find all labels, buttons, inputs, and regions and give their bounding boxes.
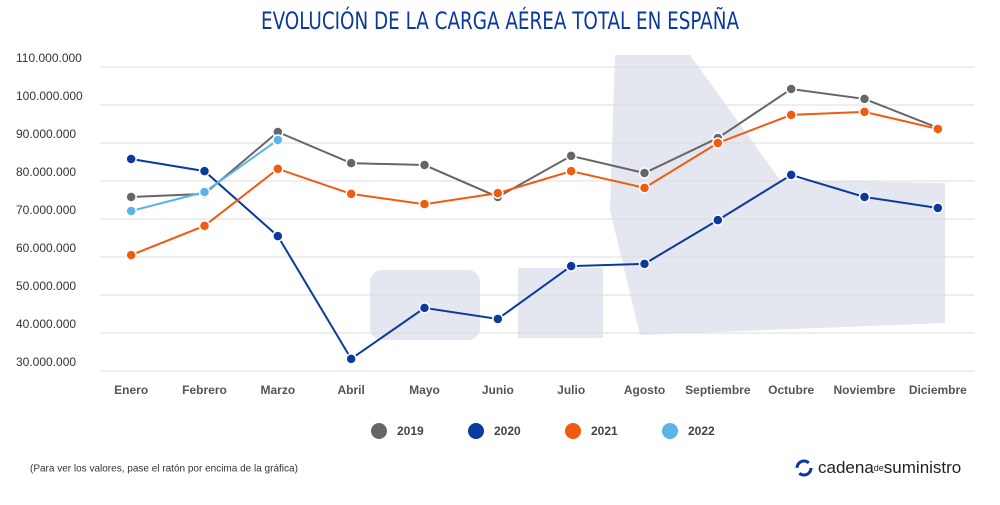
data-point <box>565 165 577 177</box>
legend-marker <box>468 423 484 439</box>
data-point <box>125 205 137 217</box>
y-tick-label: 30.000.000 <box>16 355 76 369</box>
x-tick-label: Marzo <box>260 383 295 397</box>
series-line <box>130 110 939 257</box>
y-tick-label: 80.000.000 <box>16 165 76 179</box>
legend-marker <box>565 423 581 439</box>
x-tick-label: Diciembre <box>909 383 967 397</box>
legend-marker <box>371 423 387 439</box>
logo-part: suministro <box>884 458 961 477</box>
data-point <box>858 191 871 203</box>
legend-marker <box>662 423 678 439</box>
data-point <box>932 202 944 214</box>
data-point <box>565 150 577 162</box>
legend-label: 2021 <box>591 424 618 438</box>
data-point <box>638 182 651 194</box>
y-tick-label: 90.000.000 <box>16 127 76 141</box>
x-tick-label: Octubre <box>768 383 814 397</box>
data-point <box>272 230 284 242</box>
data-point <box>125 191 137 203</box>
logo-part: de <box>874 463 884 473</box>
chart-title: EVOLUCIÓN DE LA CARGA AÉREA TOTAL EN ESP… <box>261 5 739 35</box>
logo-part: cadena <box>818 458 874 477</box>
data-point <box>198 165 211 177</box>
x-tick-label: Junio <box>482 383 514 397</box>
x-tick-label: Mayo <box>409 383 440 397</box>
data-point <box>345 188 357 200</box>
x-tick-label: Noviembre <box>833 383 895 397</box>
data-point <box>345 353 357 365</box>
data-point <box>492 313 504 325</box>
data-point <box>785 109 797 121</box>
plane-tail <box>610 55 945 335</box>
series-line <box>131 87 939 199</box>
logo-icon <box>795 459 813 477</box>
data-point <box>198 220 211 232</box>
data-point <box>125 153 137 165</box>
data-point <box>712 214 724 226</box>
data-point <box>272 134 284 146</box>
y-tick-label: 100.000.000 <box>16 89 83 103</box>
y-tick-label: 40.000.000 <box>16 317 76 331</box>
data-point <box>712 137 724 149</box>
data-point <box>418 159 431 171</box>
data-point <box>418 198 431 210</box>
legend-label: 2022 <box>688 424 715 438</box>
x-tick-label: Enero <box>114 383 148 397</box>
x-tick-label: Julio <box>557 383 585 397</box>
data-point <box>638 167 651 179</box>
y-tick-label: 110.000.000 <box>16 51 82 65</box>
background-plane <box>370 55 945 340</box>
data-point <box>272 163 284 175</box>
data-point <box>492 187 504 199</box>
legend-label: 2019 <box>397 424 424 438</box>
series-line <box>131 157 938 361</box>
data-point <box>345 157 357 169</box>
logo: cadenadesuministro <box>818 458 961 477</box>
data-point <box>198 186 211 198</box>
x-tick-label: Agosto <box>624 383 665 397</box>
data-point <box>418 302 431 314</box>
y-tick-label: 60.000.000 <box>16 241 76 255</box>
data-point <box>858 106 871 118</box>
y-tick-label: 50.000.000 <box>16 279 76 293</box>
boxes-icon <box>518 268 603 338</box>
data-point <box>565 260 577 272</box>
footnote: (Para ver los valores, pase el ratón por… <box>30 464 298 475</box>
x-tick-label: Abril <box>337 383 364 397</box>
data-point <box>932 123 944 135</box>
data-point <box>785 83 797 95</box>
data-point <box>785 169 797 181</box>
data-point <box>125 249 137 261</box>
data-point <box>638 258 651 270</box>
x-tick-label: Septiembre <box>685 383 751 397</box>
legend-label: 2020 <box>494 424 521 438</box>
x-tick-label: Febrero <box>182 383 227 397</box>
data-point <box>858 93 871 105</box>
y-tick-label: 70.000.000 <box>16 203 76 217</box>
